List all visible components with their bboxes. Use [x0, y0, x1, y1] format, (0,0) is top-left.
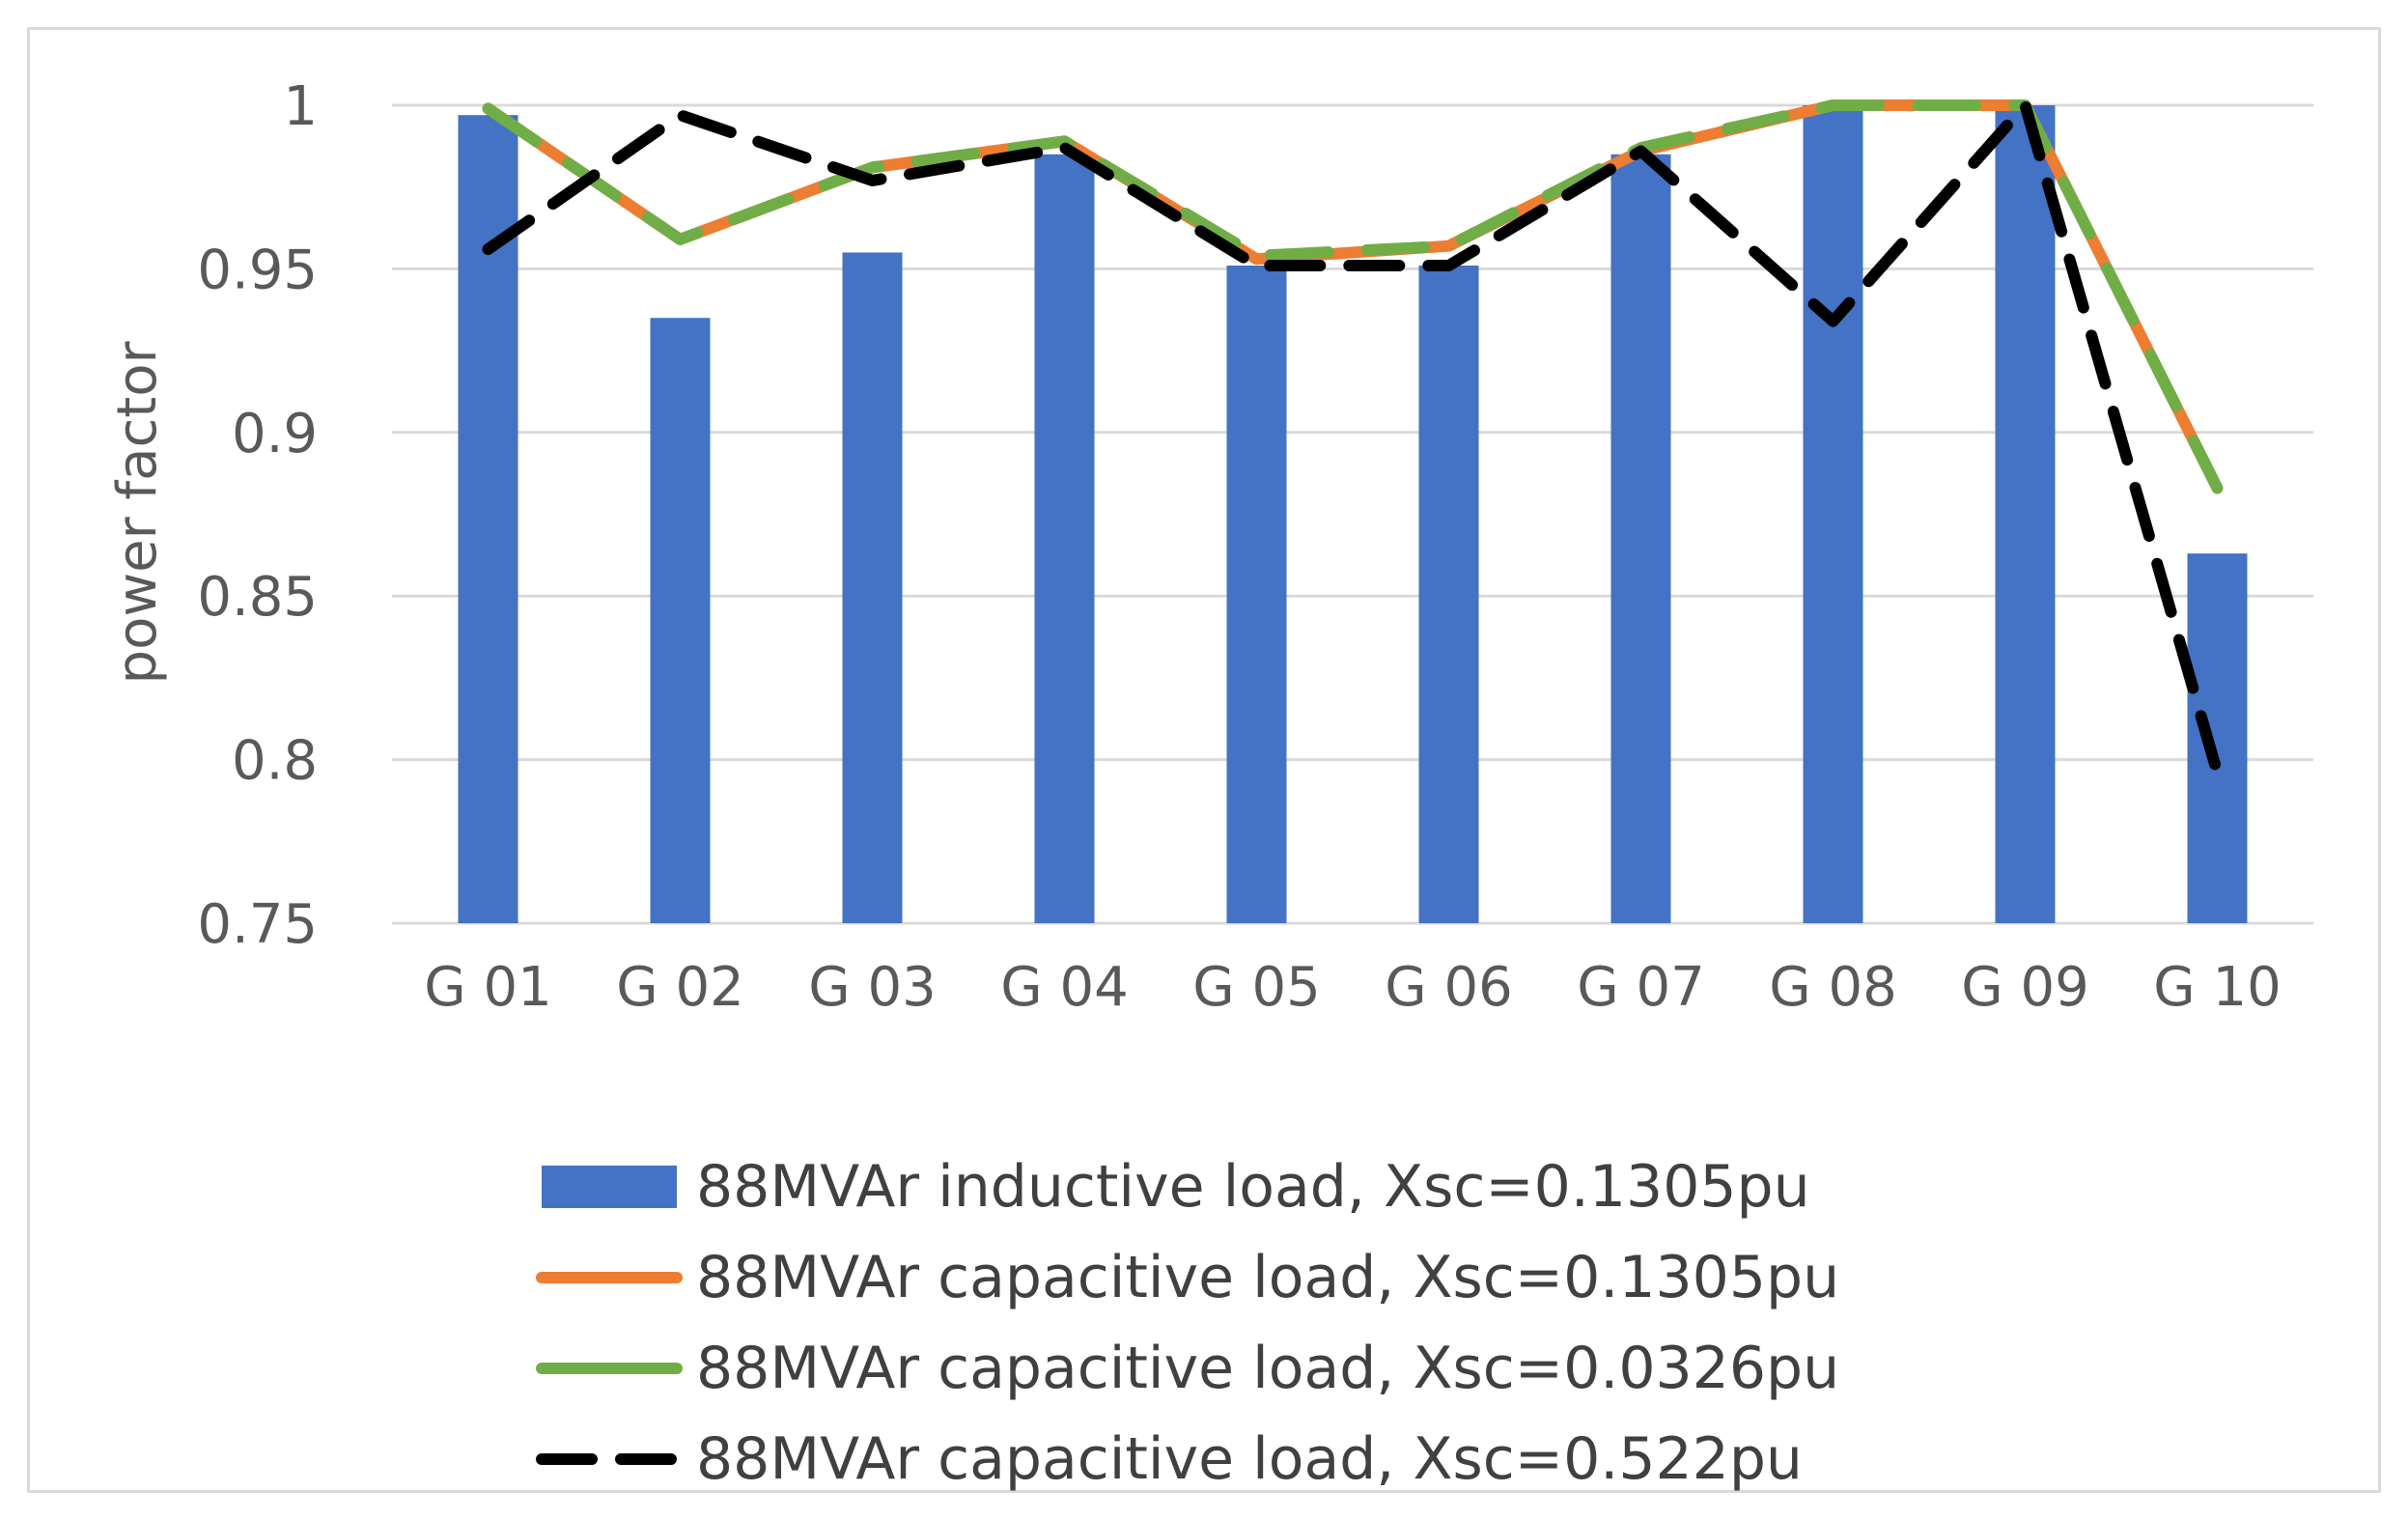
x-tick-label: G 10 — [2153, 956, 2281, 1019]
legend-label: 88MVAr inductive load, Xsc=0.1305pu — [696, 1153, 1810, 1221]
y-axis-ticks: 0.75 0.8 0.85 0.9 0.95 1 — [197, 75, 318, 956]
bar — [1995, 105, 2056, 923]
legend: 88MVAr inductive load, Xsc=0.1305pu 88MVA… — [536, 1153, 1839, 1493]
x-tick-label: G 01 — [424, 956, 551, 1019]
x-tick-label: G 04 — [1000, 956, 1128, 1019]
legend-label: 88MVAr capacitive load, Xsc=0.1305pu — [696, 1244, 1839, 1311]
y-axis-label: power factor — [106, 341, 169, 685]
y-tick-label: 0.85 — [197, 566, 318, 629]
x-tick-label: G 06 — [1385, 956, 1512, 1019]
bar — [1418, 266, 1479, 924]
series-line — [482, 99, 2224, 494]
y-tick-label: 0.9 — [232, 403, 318, 465]
x-tick-label: G 09 — [1961, 956, 2088, 1019]
series-line — [482, 99, 2224, 494]
bar — [842, 252, 903, 923]
bars — [458, 105, 2248, 924]
x-tick-label: G 05 — [1192, 956, 1320, 1019]
series-line — [482, 99, 2224, 779]
y-tick-label: 0.8 — [232, 730, 318, 793]
bar — [2187, 553, 2248, 923]
x-tick-label: G 08 — [1769, 956, 1896, 1019]
bar — [1034, 154, 1095, 923]
legend-swatch — [542, 1166, 677, 1208]
x-tick-label: G 03 — [808, 956, 936, 1019]
legend-label: 88MVAr capacitive load, Xsc=0.522pu — [696, 1425, 1803, 1493]
lines — [482, 99, 2224, 779]
x-axis-ticks: G 01 G 02 G 03 G 04 G 05 G 06 G 07 G 08 G 09 G 10 — [424, 956, 2281, 1019]
bar — [1610, 154, 1671, 923]
chart-frame: 0.75 0.8 0.85 0.9 0.95 1 G 01 G 02 G 03 G 04 G 05… — [27, 27, 2381, 1493]
y-tick-label: 1 — [283, 75, 318, 138]
y-tick-label: 0.95 — [197, 239, 318, 301]
bar — [1803, 105, 1863, 923]
legend-label: 88MVAr capacitive load, Xsc=0.0326pu — [696, 1335, 1839, 1402]
x-tick-label: G 07 — [1577, 956, 1704, 1019]
y-tick-label: 0.75 — [197, 893, 318, 956]
bar — [650, 318, 711, 924]
chart-svg: 0.75 0.8 0.85 0.9 0.95 1 G 01 G 02 G 03 G 04 G 05… — [106, 75, 2313, 1493]
x-tick-label: G 02 — [616, 956, 743, 1019]
bar — [1226, 266, 1287, 924]
